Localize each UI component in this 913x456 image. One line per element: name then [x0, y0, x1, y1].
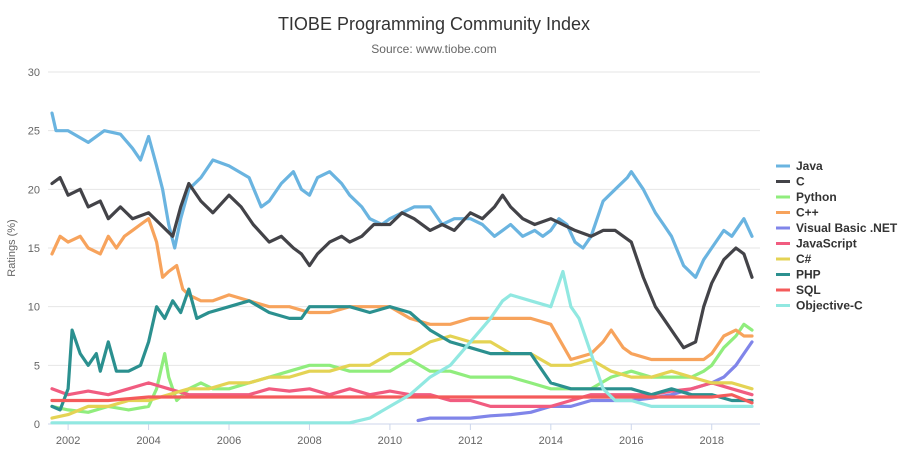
legend-item[interactable]: SQL: [776, 283, 821, 297]
y-axis-ticks: 0 5 10 15 20 25 30: [28, 67, 40, 431]
y-axis-title: Ratings (%): [6, 219, 18, 276]
legend-label: Python: [796, 190, 837, 204]
legend-label: Visual Basic .NET: [796, 221, 898, 235]
x-tick-label: 2012: [458, 435, 482, 447]
legend-item[interactable]: PHP: [776, 268, 821, 282]
y-tick-label: 0: [34, 419, 40, 431]
x-tick-label: 2002: [56, 435, 80, 447]
series-lines: [50, 111, 754, 425]
legend-item[interactable]: Visual Basic .NET: [776, 221, 898, 235]
y-tick-label: 25: [28, 126, 40, 138]
series-line-python[interactable]: [50, 322, 754, 414]
legend-label: C: [796, 175, 805, 189]
gridlines: [48, 71, 760, 425]
y-tick-label: 5: [34, 360, 40, 372]
series-line-c[interactable]: [50, 176, 754, 350]
x-tick-label: 2018: [699, 435, 723, 447]
x-tick-label: 2014: [539, 435, 563, 447]
legend-item[interactable]: C++: [776, 206, 819, 220]
legend-label: Java: [796, 159, 823, 173]
legend-item[interactable]: Java: [776, 159, 823, 173]
y-tick-label: 30: [28, 67, 40, 79]
legend-label: JavaScript: [796, 237, 857, 251]
y-tick-label: 15: [28, 243, 40, 255]
legend-label: PHP: [796, 268, 821, 282]
legend-item[interactable]: C: [776, 175, 805, 189]
legend-item[interactable]: C#: [776, 252, 812, 266]
series-line-php[interactable]: [50, 287, 754, 412]
series-line-objective-c[interactable]: [50, 269, 754, 425]
series-line-javascript[interactable]: [50, 381, 754, 408]
y-tick-label: 10: [28, 302, 40, 314]
y-tick-label: 20: [28, 184, 40, 196]
x-tick-label: 2008: [297, 435, 321, 447]
series-line-c-[interactable]: [50, 217, 754, 362]
x-tick-label: 2006: [217, 435, 241, 447]
chart-subtitle: Source: www.tiobe.com: [371, 42, 496, 56]
legend-label: C++: [796, 206, 819, 220]
legend-label: Objective-C: [796, 299, 863, 313]
x-tick-label: 2016: [619, 435, 643, 447]
x-tick-label: 2010: [378, 435, 402, 447]
x-tick-label: 2004: [136, 435, 160, 447]
legend-item[interactable]: JavaScript: [776, 237, 857, 251]
chart-title: TIOBE Programming Community Index: [278, 14, 590, 34]
legend-label: SQL: [796, 283, 821, 297]
series-line-visual-basic-net[interactable]: [416, 340, 754, 423]
legend-item[interactable]: Python: [776, 190, 837, 204]
x-axis-ticks: 2002 2004 2006 2008 2010 2012 2014 2016 2018: [56, 424, 724, 447]
legend-item[interactable]: Objective-C: [776, 299, 863, 313]
series-line-sql[interactable]: [50, 393, 754, 405]
legend-label: C#: [796, 252, 812, 266]
